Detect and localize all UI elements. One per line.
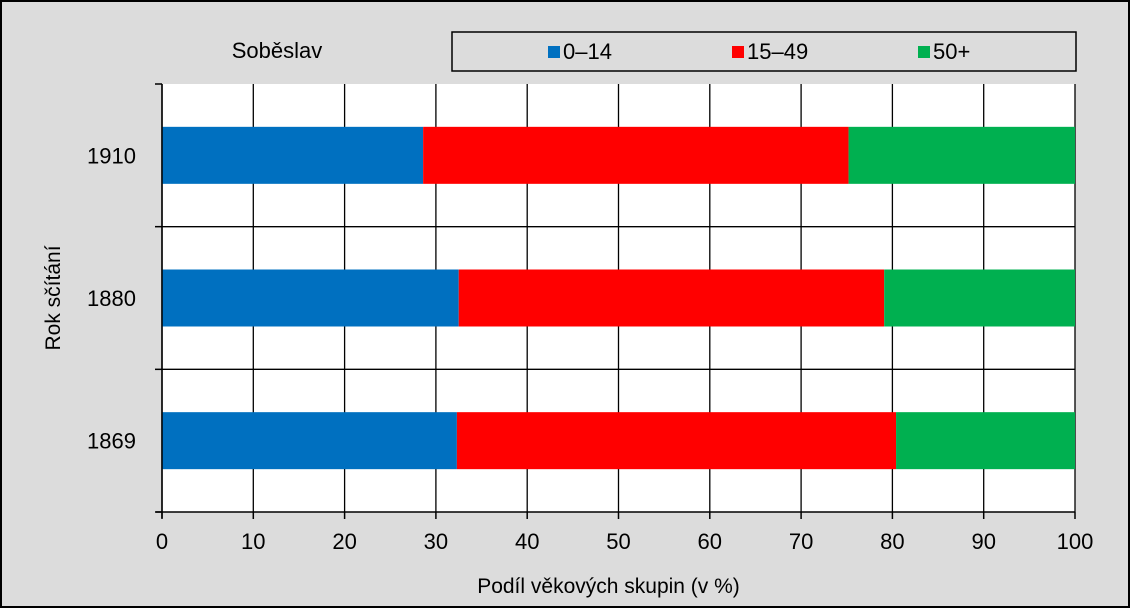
bar-segment (162, 412, 457, 470)
legend-swatch (732, 46, 744, 58)
y-tick-label: 1869 (87, 429, 136, 454)
x-tick-label: 70 (789, 529, 813, 554)
legend-swatch (918, 46, 930, 58)
bar-segment (162, 269, 459, 327)
bar-segment (423, 126, 849, 184)
y-tick-label: 1880 (87, 286, 136, 311)
x-tick-label: 100 (1057, 529, 1094, 554)
x-axis-title: Podíl věkových skupin (v %) (477, 575, 740, 598)
bar-segment (848, 126, 1075, 184)
x-tick-label: 50 (606, 529, 630, 554)
x-tick-label: 60 (698, 529, 722, 554)
chart-title: Soběslav (232, 38, 323, 63)
x-tick-label: 80 (880, 529, 904, 554)
x-tick-label: 90 (971, 529, 995, 554)
bar-segment (458, 269, 885, 327)
x-tick-label: 40 (515, 529, 539, 554)
y-axis-title: Rok sčítání (42, 245, 65, 350)
bar-segment (456, 412, 897, 470)
legend-label: 15–49 (747, 39, 808, 64)
legend-swatch (548, 46, 560, 58)
y-tick-label: 1910 (87, 143, 136, 168)
x-tick-label: 30 (424, 529, 448, 554)
legend-label: 50+ (933, 39, 970, 64)
legend: 0–14 15–49 50+ (548, 39, 970, 64)
bars (162, 126, 1075, 470)
x-tick-label: 10 (241, 529, 265, 554)
x-tick-label: 0 (156, 529, 168, 554)
legend-label: 0–14 (563, 39, 612, 64)
axes: 0 10 20 30 40 50 60 70 80 90 100 1910 1880 1869 (87, 83, 1094, 554)
x-tick-label: 20 (332, 529, 356, 554)
bar-segment (896, 412, 1075, 470)
bar-segment (884, 269, 1075, 327)
bar-segment (162, 126, 424, 184)
